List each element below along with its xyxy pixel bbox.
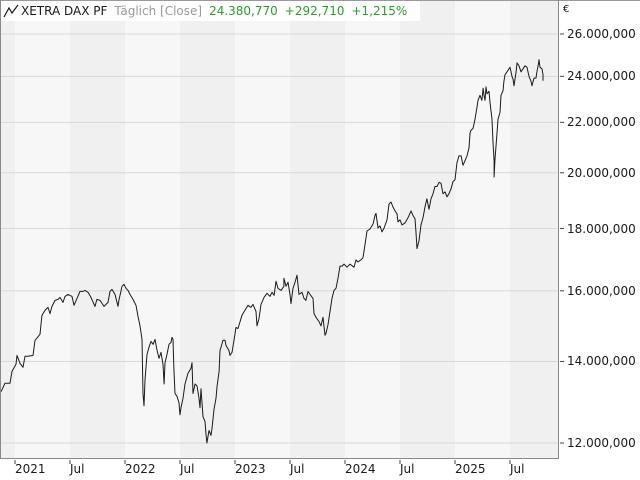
axis-ticks [14,33,564,464]
change-percent: +1,215% [351,4,408,18]
y-tick-label: 20.000,000 [567,165,636,180]
y-tick-label: 14.000,000 [567,354,636,369]
instrument-name[interactable]: XETRA DAX PF [21,4,108,18]
x-tick-label: Jul [180,462,195,476]
x-tick-label: 2024 [345,462,376,476]
x-tick-label: Jul [70,462,85,476]
price-line [0,59,544,444]
y-tick-label: 24.000,000 [567,69,636,84]
y-tick-label: 22.000,000 [567,115,636,130]
x-tick-label: 2021 [15,462,46,476]
x-tick-label: 2022 [125,462,156,476]
x-tick-label: Jul [290,462,305,476]
y-tick-label: 18.000,000 [567,221,636,236]
chart-header: XETRA DAX PF Täglich [Close] 24.380,770 … [1,1,421,21]
x-tick-label: Jul [400,462,415,476]
x-tick-label: 2025 [455,462,486,476]
plot-frame [0,0,640,459]
y-tick-label: 26.000,000 [567,26,636,41]
year-bands [1,1,558,458]
line-chart-icon [3,4,19,18]
last-price: 24.380,770 [209,4,278,18]
change-absolute: +292,710 [284,4,345,18]
x-tick-label: 2023 [235,462,266,476]
currency-label: € [563,4,570,15]
frequency-label[interactable]: Täglich [Close] [114,4,203,18]
y-tick-label: 16.000,000 [567,283,636,298]
x-tick-label: Jul [510,462,525,476]
y-tick-label: 12.000,000 [567,436,636,450]
horizontal-gridlines [1,33,558,444]
